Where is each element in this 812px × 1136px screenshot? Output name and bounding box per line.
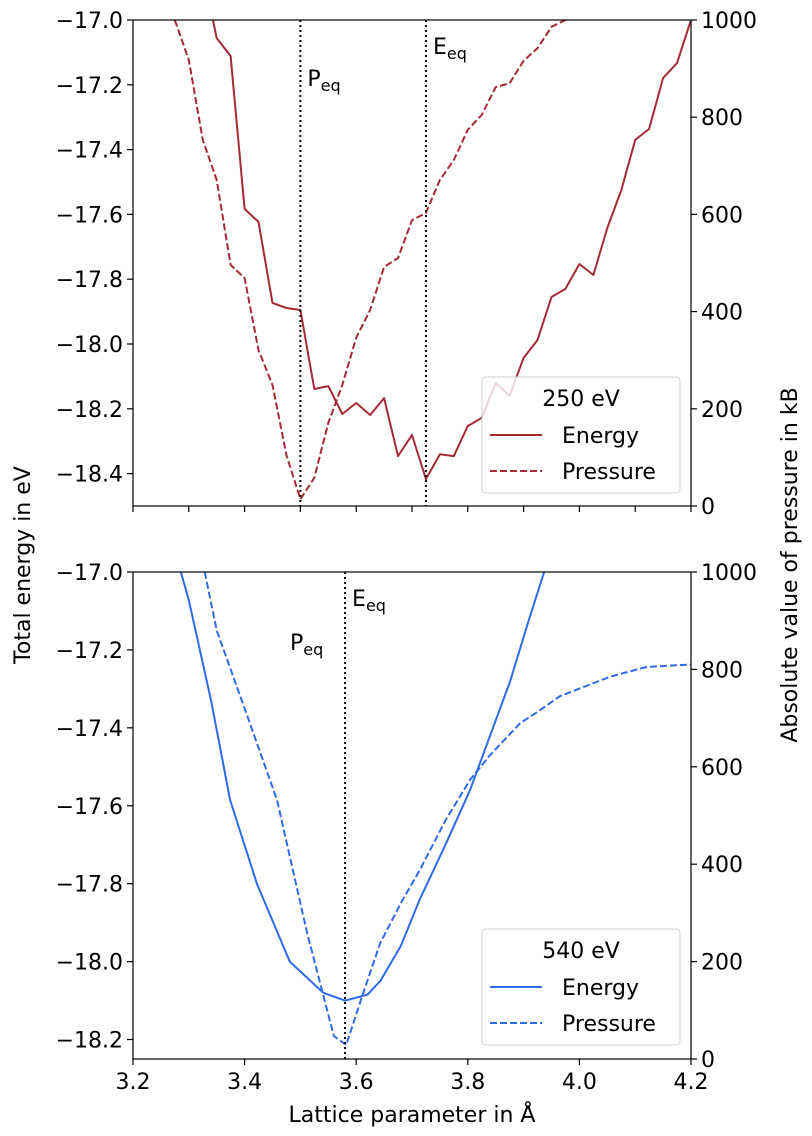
annotation-sub: eq (303, 640, 323, 659)
legend-bottom: 540 eV Energy Pressure (481, 928, 681, 1046)
x-tick-label: 4.0 (562, 1070, 597, 1095)
y-tick-label-right: 400 (701, 301, 743, 326)
legend-label-energy: Energy (562, 424, 639, 449)
y-tick-label-left: −18.4 (56, 463, 123, 488)
annotation-main: P (307, 67, 320, 92)
y-tick-label-left: −17.8 (56, 268, 123, 293)
annotation-eeq: Eeq (352, 587, 386, 615)
y-tick-label-left: −17.6 (56, 203, 123, 228)
legend-label-pressure: Pressure (562, 1012, 656, 1037)
y-tick-label-right: 800 (701, 106, 743, 131)
legend-box (481, 928, 681, 1046)
legend-label-energy: Energy (562, 976, 639, 1001)
y-tick-label-right: 600 (701, 203, 743, 228)
pressure-line-bottom (203, 572, 691, 1046)
x-axis-label: Lattice parameter in Å (289, 1101, 536, 1128)
y-tick-label-left: −18.0 (56, 951, 123, 976)
y-tick-label-right: 200 (701, 398, 743, 423)
legend-title: 540 eV (542, 939, 620, 964)
annotation-eeq: Eeq (433, 35, 467, 63)
legend-title: 250 eV (542, 387, 620, 412)
y-axis-label-left: Total energy in eV (11, 466, 36, 665)
energy-line-bottom (179, 572, 546, 1002)
y-tick-label-left: −17.4 (56, 139, 123, 164)
x-tick-label: 3.8 (450, 1070, 485, 1095)
pressure-line-top (173, 20, 569, 501)
x-tick-label: 3.2 (116, 1070, 151, 1095)
y-tick-label-right: 800 (701, 658, 743, 683)
panel-bottom: EeqPeq−17.0−17.2−17.4−17.6−17.8−18.0−18.… (56, 561, 757, 1095)
y-tick-label-right: 200 (701, 951, 743, 976)
annotation-sub: eq (447, 44, 467, 63)
y-tick-label-left: −17.0 (56, 561, 123, 586)
legend-top: 250 eV Energy Pressure (481, 376, 681, 494)
x-tick-label: 3.4 (227, 1070, 262, 1095)
annotation-main: E (352, 587, 366, 612)
y-tick-label-left: −17.8 (56, 873, 123, 898)
y-tick-label-left: −17.0 (56, 9, 123, 34)
panel-top: PeqEeq−17.0−17.2−17.4−17.6−17.8−18.0−18.… (56, 9, 757, 520)
y-tick-label-right: 600 (701, 756, 743, 781)
y-axis-label-right: Absolute value of pressure in kB (778, 387, 803, 742)
plot-area (179, 572, 691, 1046)
y-tick-label-left: −18.0 (56, 333, 123, 358)
annotation-peq: Peq (290, 631, 323, 659)
annotation-sub: eq (366, 596, 386, 615)
y-tick-label-left: −17.6 (56, 795, 123, 820)
y-tick-label-left: −18.2 (56, 398, 123, 423)
annotation-main: P (290, 631, 303, 656)
axes-frame (132, 571, 692, 1060)
legend-label-pressure: Pressure (562, 460, 656, 485)
y-tick-label-left: −18.2 (56, 1029, 123, 1054)
x-tick-label: 4.2 (674, 1070, 709, 1095)
y-tick-label-right: 1000 (701, 9, 757, 34)
y-tick-label-left: −17.2 (56, 639, 123, 664)
y-tick-label-right: 0 (701, 1048, 715, 1073)
legend-box (481, 376, 681, 494)
x-tick-label: 3.6 (339, 1070, 374, 1095)
y-tick-label-right: 400 (701, 853, 743, 878)
annotation-main: E (433, 35, 447, 60)
energy-line-top (211, 20, 691, 481)
y-tick-label-left: −17.2 (56, 74, 123, 99)
y-tick-label-left: −17.4 (56, 717, 123, 742)
annotation-sub: eq (321, 76, 341, 95)
y-tick-label-right: 1000 (701, 561, 757, 586)
y-tick-label-right: 0 (701, 495, 715, 520)
plot-area (173, 20, 691, 501)
annotation-peq: Peq (307, 67, 340, 95)
